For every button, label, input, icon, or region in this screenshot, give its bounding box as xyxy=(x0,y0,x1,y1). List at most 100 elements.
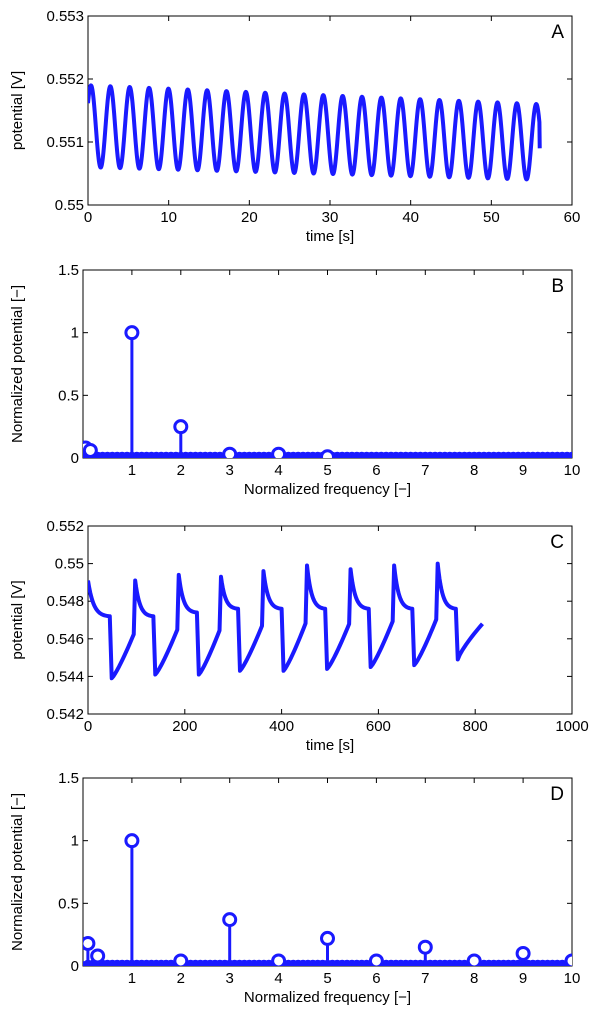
y-tick-label: 0.552 xyxy=(46,518,84,535)
noise-marker xyxy=(444,451,455,458)
x-tick-label: 10 xyxy=(564,462,581,479)
noise-marker xyxy=(136,451,147,458)
noise-marker xyxy=(356,959,367,966)
noise-marker xyxy=(493,959,504,966)
noise-marker xyxy=(376,451,387,458)
noise-marker xyxy=(459,451,470,458)
axes-frame xyxy=(87,525,573,715)
x-tick-label: 8 xyxy=(470,970,478,987)
noise-marker xyxy=(293,959,304,966)
noise-marker xyxy=(249,451,260,458)
y-tick-label: 1 xyxy=(71,325,79,342)
noise-marker xyxy=(532,959,543,966)
noise-marker xyxy=(156,959,167,966)
x-tick-label: 4 xyxy=(274,970,282,987)
noise-marker xyxy=(337,959,348,966)
x-axis-label: Normalized frequency [−] xyxy=(244,481,411,498)
noise-marker xyxy=(298,959,309,966)
noise-marker xyxy=(254,959,265,966)
stem-marker xyxy=(515,945,531,961)
noise-marker xyxy=(532,451,543,458)
y-axis-label: potential [V] xyxy=(9,580,26,659)
noise-marker xyxy=(346,451,357,458)
y-tick-label: 0.548 xyxy=(46,593,84,610)
noise-marker xyxy=(474,451,485,458)
noise-marker xyxy=(107,451,118,458)
y-tick-label: 0.552 xyxy=(46,71,84,88)
noise-marker xyxy=(258,451,269,458)
noise-marker xyxy=(400,451,411,458)
noise-marker xyxy=(302,451,313,458)
noise-marker xyxy=(141,451,152,458)
x-tick-label: 2 xyxy=(177,462,185,479)
noise-marker xyxy=(366,451,377,458)
panel-label: A xyxy=(551,22,564,43)
noise-marker xyxy=(102,451,113,458)
stem-marker xyxy=(124,325,140,341)
x-tick-label: 50 xyxy=(483,209,500,226)
x-tick-label: 7 xyxy=(421,970,429,987)
x-tick-label: 800 xyxy=(463,718,488,735)
noise-marker xyxy=(503,959,514,966)
noise-marker xyxy=(386,959,397,966)
noise-marker xyxy=(200,451,211,458)
stem-marker xyxy=(320,449,335,458)
noise-marker xyxy=(498,451,509,458)
stem-marker xyxy=(173,419,189,435)
noise-marker xyxy=(210,451,221,458)
noise-marker xyxy=(234,959,245,966)
noise-marker xyxy=(151,451,162,458)
noise-marker xyxy=(562,451,572,458)
noise-marker xyxy=(342,451,353,458)
noise-marker xyxy=(312,959,323,966)
noise-marker xyxy=(337,451,348,458)
noise-marker xyxy=(542,959,553,966)
noise-marker xyxy=(161,959,172,966)
y-tick-label: 0.551 xyxy=(46,134,84,151)
noise-marker xyxy=(552,451,563,458)
y-tick-label: 0.542 xyxy=(46,706,84,723)
x-tick-label: 5 xyxy=(323,970,331,987)
noise-marker xyxy=(488,451,499,458)
panel-a: 0 10 20 30 40 50 60 0.55 0.551 0.552 0.553 time [s]… xyxy=(9,8,580,245)
noise-floor xyxy=(83,959,572,966)
y-tick-label: 1.5 xyxy=(58,770,79,787)
plot-area xyxy=(88,83,542,182)
noise-marker xyxy=(425,451,436,458)
noise-marker xyxy=(205,959,216,966)
noise-marker xyxy=(498,959,509,966)
noise-marker xyxy=(97,451,108,458)
noise-marker xyxy=(351,959,362,966)
panel-label: B xyxy=(551,276,564,297)
noise-marker xyxy=(439,959,450,966)
noise-marker xyxy=(444,959,455,966)
noise-marker xyxy=(434,959,445,966)
y-axis-label: potential [V] xyxy=(9,71,26,150)
x-tick-label: 20 xyxy=(241,209,258,226)
noise-marker xyxy=(307,451,318,458)
stem-marker xyxy=(83,442,98,458)
noise-marker xyxy=(420,451,431,458)
x-tick-label: 4 xyxy=(274,462,282,479)
x-tick-label: 200 xyxy=(172,718,197,735)
noise-marker xyxy=(518,451,529,458)
noise-marker xyxy=(464,451,475,458)
noise-marker xyxy=(239,451,250,458)
x-axis-label: Normalized frequency [−] xyxy=(244,989,411,1006)
noise-marker xyxy=(483,959,494,966)
noise-marker xyxy=(405,959,416,966)
noise-marker xyxy=(205,451,216,458)
x-tick-label: 1 xyxy=(128,970,136,987)
noise-marker xyxy=(185,451,196,458)
x-tick-label: 5 xyxy=(323,462,331,479)
noise-marker xyxy=(249,959,260,966)
noise-marker xyxy=(166,451,177,458)
noise-marker xyxy=(483,451,494,458)
plot-area xyxy=(83,325,572,458)
noise-marker xyxy=(293,451,304,458)
stem-marker xyxy=(90,948,106,964)
noise-marker xyxy=(537,451,548,458)
noise-marker xyxy=(478,451,489,458)
y-tick-label: 0.553 xyxy=(46,8,84,25)
x-tick-label: 1000 xyxy=(555,718,588,735)
